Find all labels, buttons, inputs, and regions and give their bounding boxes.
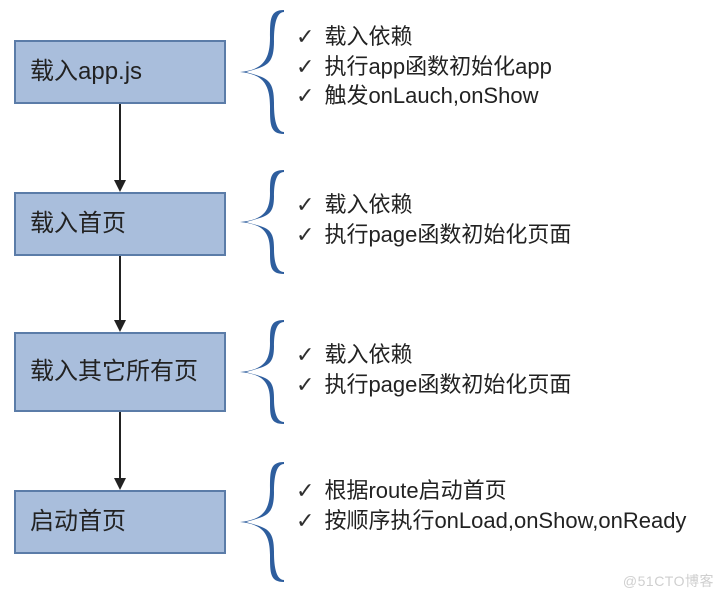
brace-load-home — [240, 170, 284, 279]
flow-node-start-home: 启动首页 — [14, 490, 226, 554]
detail-item: ✓ 根据route启动首页 — [296, 476, 710, 506]
flow-node-load-home: 载入首页 — [14, 192, 226, 256]
detail-item: ✓ 载入依赖 — [296, 190, 710, 220]
check-icon: ✓ — [296, 476, 314, 506]
detail-list-load-others: ✓ 载入依赖 ✓ 执行page函数初始化页面 — [296, 340, 710, 399]
check-icon: ✓ — [296, 22, 314, 52]
flow-node-load-others: 载入其它所有页 — [14, 332, 226, 412]
detail-item-text: 执行page函数初始化页面 — [324, 220, 571, 250]
flow-node-label: 载入其它所有页 — [30, 357, 198, 387]
check-icon: ✓ — [296, 81, 314, 111]
arrow-load-app-js-to-load-home — [111, 104, 129, 197]
detail-item: ✓ 载入依赖 — [296, 340, 710, 370]
detail-item-text: 载入依赖 — [324, 22, 412, 52]
arrow-load-others-to-start-home — [111, 412, 129, 495]
flow-node-label: 启动首页 — [30, 507, 126, 537]
check-icon: ✓ — [296, 220, 314, 250]
detail-item-text: 触发onLauch,onShow — [324, 81, 538, 111]
brace-load-app-js — [240, 10, 284, 139]
detail-item-text: 按顺序执行onLoad,onShow,onReady — [324, 506, 686, 536]
detail-item: ✓ 执行page函数初始化页面 — [296, 370, 710, 400]
detail-item-text: 根据route启动首页 — [324, 476, 506, 506]
brace-start-home — [240, 462, 284, 587]
detail-item-text: 执行page函数初始化页面 — [324, 370, 571, 400]
check-icon: ✓ — [296, 340, 314, 370]
detail-item: ✓ 执行app函数初始化app — [296, 52, 710, 82]
watermark-text: @51CTO博客 — [623, 571, 714, 591]
flow-node-load-app-js: 载入app.js — [14, 40, 226, 104]
check-icon: ✓ — [296, 370, 314, 400]
check-icon: ✓ — [296, 190, 314, 220]
detail-item-text: 载入依赖 — [324, 340, 412, 370]
check-icon: ✓ — [296, 52, 314, 82]
detail-item: ✓ 触发onLauch,onShow — [296, 81, 710, 111]
detail-item-text: 执行app函数初始化app — [324, 52, 551, 82]
detail-item: ✓ 执行page函数初始化页面 — [296, 220, 710, 250]
flow-node-label: 载入app.js — [30, 57, 142, 87]
detail-item: ✓ 按顺序执行onLoad,onShow,onReady — [296, 506, 710, 536]
brace-load-others — [240, 320, 284, 429]
detail-list-load-home: ✓ 载入依赖 ✓ 执行page函数初始化页面 — [296, 190, 710, 249]
arrow-load-home-to-load-others — [111, 256, 129, 337]
flow-node-label: 载入首页 — [30, 209, 126, 239]
detail-item: ✓ 载入依赖 — [296, 22, 710, 52]
detail-list-load-app-js: ✓ 载入依赖 ✓ 执行app函数初始化app ✓ 触发onLauch,onShow — [296, 22, 710, 111]
flowchart-stage: 载入app.js ✓ 载入依赖 ✓ 执行app函数初始化app ✓ 触发onLauch,on… — [0, 0, 720, 593]
check-icon: ✓ — [296, 506, 314, 536]
detail-item-text: 载入依赖 — [324, 190, 412, 220]
detail-list-start-home: ✓ 根据route启动首页 ✓ 按顺序执行onLoad,onShow,onReady — [296, 476, 710, 535]
